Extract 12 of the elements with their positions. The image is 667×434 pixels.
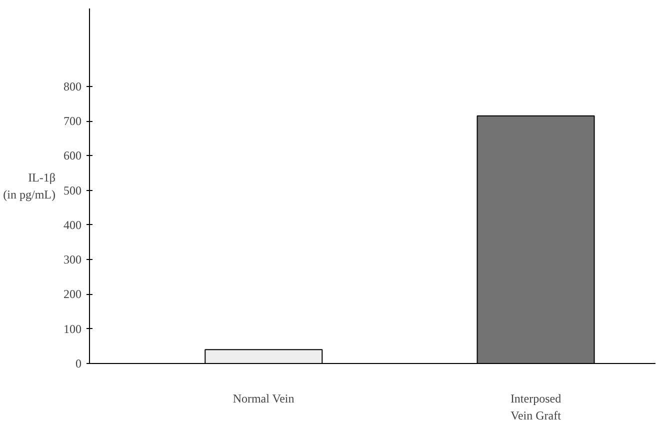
y-axis-title: IL-1β (in pg/mL) — [3, 170, 56, 202]
y-tick-label: 0 — [76, 356, 82, 370]
y-tick-label: 500 — [64, 183, 82, 198]
y-tick-label: 300 — [64, 252, 82, 267]
x-tick-label: Normal Vein — [232, 392, 294, 406]
y-tick-label: 700 — [64, 114, 82, 128]
y-tick-label: 200 — [64, 287, 82, 302]
x-tick-label: Interposed Vein Graft — [510, 392, 562, 422]
y-tick-label: 600 — [64, 148, 82, 163]
y-tick-label: 400 — [64, 218, 82, 232]
y-tick-label: 100 — [64, 322, 82, 336]
y-tick-label: 800 — [64, 79, 82, 94]
